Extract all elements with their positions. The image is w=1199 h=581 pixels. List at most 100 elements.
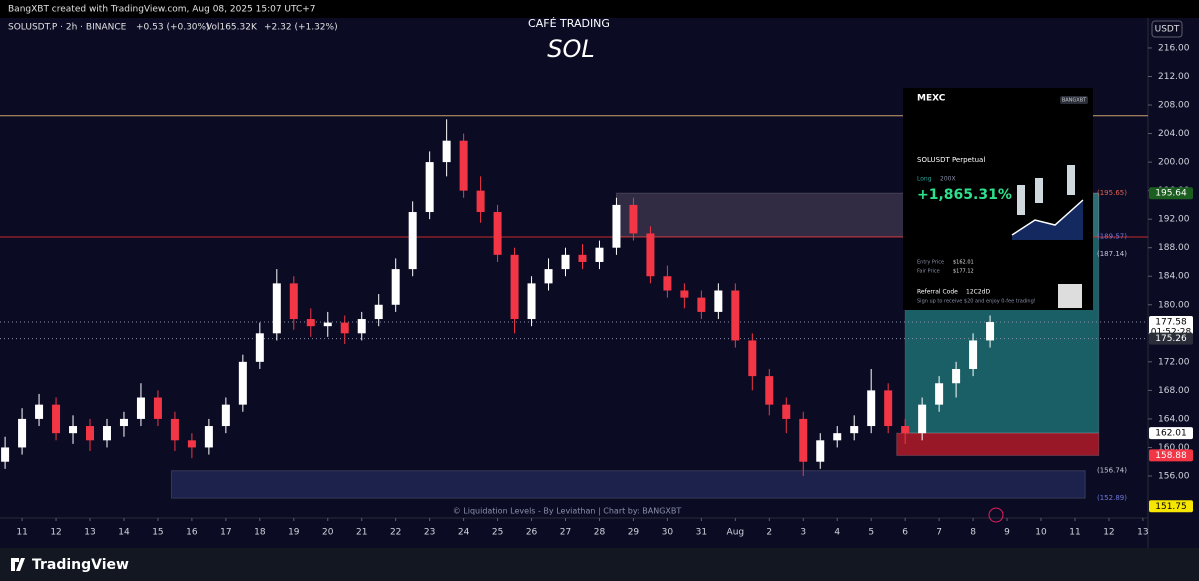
card-art-candle [1017, 185, 1025, 215]
y-tick-label: 180.00 [1158, 300, 1190, 310]
candle-body [493, 212, 502, 255]
level-label: (152.89) [1097, 494, 1127, 502]
candle-body [714, 290, 723, 312]
candle-body [782, 404, 791, 419]
price-tag [1149, 187, 1193, 200]
x-tick-label: 18 [254, 528, 266, 538]
candle-body [629, 204, 638, 234]
candle-body [391, 269, 400, 305]
candle-body [221, 404, 230, 427]
y-tick-label: 184.00 [1158, 272, 1190, 282]
x-tick-label: 9 [1004, 528, 1010, 538]
currency-box [1151, 20, 1183, 38]
x-tick-label: 7 [936, 528, 942, 538]
price-tag [1149, 427, 1193, 440]
x-tick-label: 28 [594, 528, 606, 538]
candle-body [731, 290, 740, 341]
symbol: SOLUSDT.P · 2h · BINANCE [8, 23, 127, 33]
price-tag-label: 195.64 [1155, 189, 1187, 199]
candle-body [102, 426, 111, 441]
candle-body [289, 283, 298, 320]
price-tag-label: 177.58 [1155, 318, 1187, 328]
candle-body [153, 397, 162, 419]
price-tag-label: 175.26 [1155, 334, 1187, 344]
candle-body [867, 390, 876, 427]
chart-subtitle: SOL [547, 35, 595, 63]
y-tick-label: 172.00 [1158, 357, 1190, 367]
card-art [1012, 200, 1083, 240]
level-label: (195.65) [1097, 189, 1127, 197]
candle-body [69, 426, 78, 434]
candle-body [357, 319, 366, 334]
candle-body [442, 140, 451, 163]
card-entry-label: Entry Price [917, 260, 944, 266]
x-tick-label: 21 [356, 528, 367, 538]
price-tag-label: 158.88 [1155, 451, 1187, 461]
y-tick-label: 200.00 [1158, 158, 1190, 168]
chart-title: CAFÉ TRADING [528, 17, 610, 30]
x-tick-label: 29 [628, 528, 640, 538]
brand-logo [11, 558, 25, 571]
price-tag [1149, 332, 1193, 345]
x-tick-label: 26 [526, 528, 538, 538]
card-exchange: MEXC [917, 94, 946, 104]
x-tick-label: 13 [84, 528, 95, 538]
x-tick-label: 12 [1103, 528, 1114, 538]
x-tick-label: 6 [902, 528, 908, 538]
x-tick-label: 2 [766, 528, 772, 538]
candle-body [765, 376, 774, 405]
x-tick-label: 8 [970, 528, 976, 538]
candle-body [816, 440, 825, 462]
y-tick-label: 192.00 [1158, 215, 1190, 225]
x-tick-label: 3 [800, 528, 806, 538]
price-tag [1149, 316, 1193, 339]
card-art-candle [1067, 165, 1075, 195]
card-fair-label: Fair Price [917, 269, 940, 275]
change: +0.53 (+0.30%) [136, 23, 210, 33]
level-label: (189.57) [1097, 233, 1127, 241]
card-user: BANGXBT [1062, 98, 1087, 104]
candle-body [901, 426, 910, 434]
x-tick-label: 24 [458, 528, 470, 538]
candle-body [408, 212, 417, 270]
candle-body [527, 283, 536, 320]
candle-body [1, 447, 10, 462]
candle-body [136, 397, 145, 419]
level-label: (187.14) [1097, 250, 1127, 258]
candle-body [323, 322, 332, 327]
y-tick-label: 188.00 [1158, 243, 1190, 253]
x-tick-label: 10 [1035, 528, 1047, 538]
candle-body [986, 322, 995, 341]
zone [896, 432, 1100, 456]
candle-body [459, 140, 468, 191]
candle-body [850, 426, 859, 434]
x-tick-label: 11 [1069, 528, 1080, 538]
candle-body [255, 333, 264, 362]
price-tag-countdown: 01:52:28 [1151, 328, 1192, 338]
card-side: Long [917, 176, 932, 183]
x-tick-label: 12 [50, 528, 61, 538]
brand: TradingView [32, 557, 129, 573]
candle-body [306, 319, 315, 327]
x-tick-label: 23 [424, 528, 435, 538]
candle-body [952, 368, 961, 384]
x-tick-label: 25 [492, 528, 503, 538]
candle-body [561, 254, 570, 270]
x-tick-label: 27 [560, 528, 571, 538]
x-tick-label: 11 [16, 528, 27, 538]
candle-body [476, 190, 485, 213]
x-tick-label: 13 [1137, 528, 1148, 538]
candle-body [86, 426, 95, 441]
card-art-candle [1035, 178, 1043, 203]
candle-body [52, 404, 61, 434]
level-label: (156.74) [1097, 467, 1127, 475]
candle-body [884, 390, 893, 427]
x-tick-label: 4 [834, 528, 840, 538]
x-tick-label: 31 [696, 528, 707, 538]
x-tick-label: 17 [220, 528, 231, 538]
candle-body [663, 276, 672, 291]
candle-body [340, 322, 349, 334]
x-tick-label: 14 [118, 528, 130, 538]
y-tick-label: 212.00 [1158, 72, 1190, 82]
candle-body [510, 254, 519, 320]
